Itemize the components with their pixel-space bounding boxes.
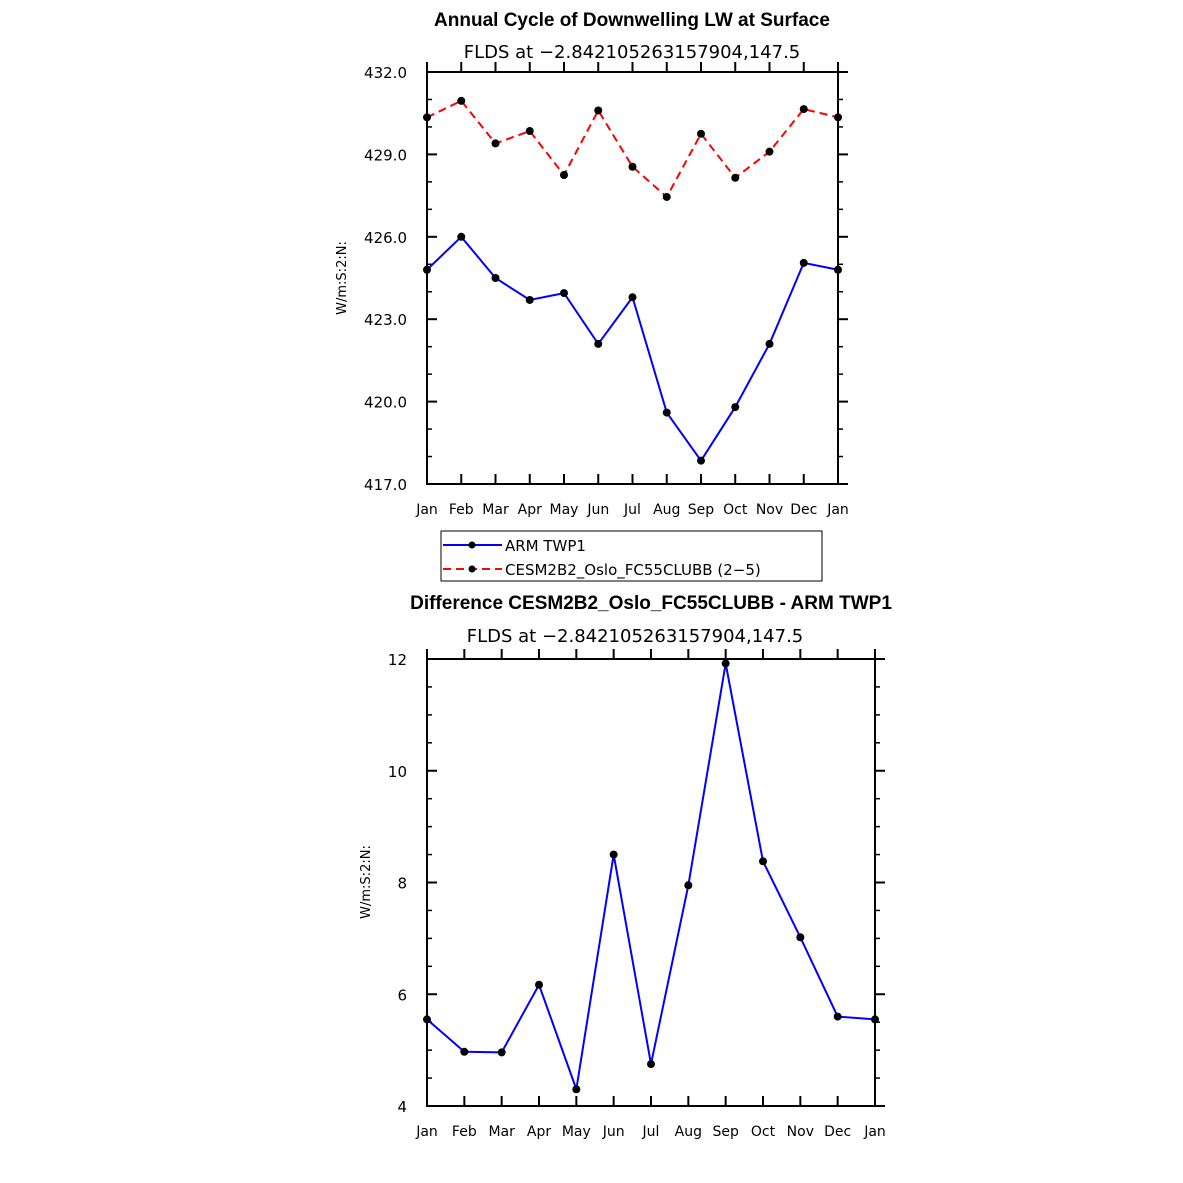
x-tick-label: Apr	[527, 1124, 551, 1140]
x-tick-label: Nov	[787, 1124, 814, 1140]
x-tick-label: Sep	[688, 502, 715, 518]
series-1-point	[697, 129, 705, 138]
series-0-point	[721, 659, 730, 668]
series-1-point	[662, 192, 671, 201]
x-tick-label: Dec	[790, 502, 817, 518]
x-tick-label: Apr	[518, 502, 542, 518]
series-1-point	[799, 105, 808, 114]
legend-marker-cesm	[468, 565, 476, 573]
series-0-point	[460, 1047, 469, 1056]
y-tick-label: 426.0	[364, 229, 407, 247]
legend-label-cesm: CESM2B2_Oslo_FC55CLUBB (2−5)	[505, 561, 761, 580]
series-0-point	[697, 456, 705, 465]
x-tick-label: May	[562, 1124, 591, 1140]
series-0-point	[731, 403, 740, 412]
series-line-0	[426, 663, 876, 1090]
y-tick-label: 417.0	[364, 476, 407, 494]
x-tick-label: Sep	[712, 1124, 739, 1140]
x-tick-label: Feb	[452, 1124, 477, 1140]
series-1-point	[525, 127, 534, 136]
x-tick-label: Dec	[824, 1124, 851, 1140]
x-tick-label: Jan	[415, 1124, 438, 1140]
x-tick-label: Aug	[675, 1124, 702, 1140]
series-0-point	[834, 265, 842, 274]
legend: ARM TWP1 CESM2B2_Oslo_FC55CLUBB (2−5)	[440, 530, 823, 582]
chart2-ylabel: W/m:S:2:N:	[359, 845, 374, 919]
series-1-point	[765, 147, 774, 156]
x-tick-label: Jun	[586, 502, 609, 518]
y-tick-label: 10	[388, 763, 407, 781]
series-0-point	[609, 850, 618, 859]
series-1-point	[594, 106, 603, 115]
y-tick-label: 429.0	[364, 146, 407, 164]
series-0-point	[535, 980, 543, 989]
series-0-point	[491, 274, 500, 282]
x-tick-label: Jul	[623, 502, 641, 518]
series-0-point	[662, 408, 671, 417]
chart1-subtitle: FLDS at −2.842105263157904,147.5	[464, 42, 801, 63]
series-0-point	[759, 857, 767, 866]
series-0-point	[594, 339, 603, 348]
series-0-point	[684, 881, 693, 890]
series-1-point	[491, 139, 500, 148]
series-0-point	[765, 339, 774, 348]
y-tick-label: 12	[388, 651, 407, 669]
y-tick-label: 4	[397, 1098, 407, 1116]
series-0-point	[423, 1015, 431, 1024]
series-0-point	[457, 232, 466, 241]
series-1-point	[560, 171, 568, 179]
x-tick-label: Jan	[826, 502, 849, 518]
series-line-0	[426, 235, 839, 463]
series-0-point	[647, 1060, 655, 1069]
series-0-point	[525, 295, 534, 304]
x-tick-label: Mar	[482, 502, 509, 518]
series-0-point	[799, 258, 808, 267]
series-0-point	[871, 1015, 879, 1024]
chart2-plot-frame	[426, 658, 876, 1107]
x-tick-label: Jul	[642, 1124, 660, 1140]
series-0-point	[423, 265, 431, 274]
chart2-subtitle: FLDS at −2.842105263157904,147.5	[467, 626, 804, 647]
series-0-point	[796, 933, 805, 942]
x-tick-label: May	[550, 502, 579, 518]
legend-box	[440, 530, 823, 582]
series-1-point	[731, 173, 740, 182]
x-tick-label: Jan	[415, 502, 438, 518]
y-tick-label: 432.0	[364, 64, 407, 82]
series-0-point	[497, 1048, 506, 1057]
series-1-point	[457, 96, 466, 105]
series-1-point	[423, 113, 431, 122]
series-1-point	[834, 113, 842, 122]
x-tick-label: Feb	[449, 502, 474, 518]
series-0-point	[628, 293, 637, 302]
series-0-point	[833, 1012, 842, 1021]
x-tick-label: Jan	[863, 1124, 886, 1140]
chart2-title: Difference CESM2B2_Oslo_FC55CLUBB - ARM …	[410, 593, 892, 614]
series-1-point	[628, 162, 637, 171]
y-tick-label: 420.0	[364, 394, 407, 412]
series-line-1	[426, 99, 839, 199]
legend-marker-arm	[468, 541, 476, 549]
series-0-point	[572, 1085, 581, 1094]
y-tick-label: 423.0	[364, 311, 407, 329]
x-tick-label: Oct	[723, 502, 748, 518]
chart1-title: Annual Cycle of Downwelling LW at Surfac…	[434, 10, 830, 31]
series-0-point	[560, 289, 568, 298]
y-tick-label: 6	[397, 986, 407, 1004]
x-tick-label: Oct	[751, 1124, 776, 1140]
x-tick-label: Mar	[488, 1124, 515, 1140]
legend-label-arm: ARM TWP1	[505, 537, 586, 555]
chart1-ylabel: W/m:S:2:N:	[335, 241, 350, 315]
x-tick-label: Nov	[756, 502, 783, 518]
x-tick-label: Aug	[653, 502, 680, 518]
y-tick-label: 8	[397, 875, 407, 893]
x-tick-label: Jun	[602, 1124, 625, 1140]
